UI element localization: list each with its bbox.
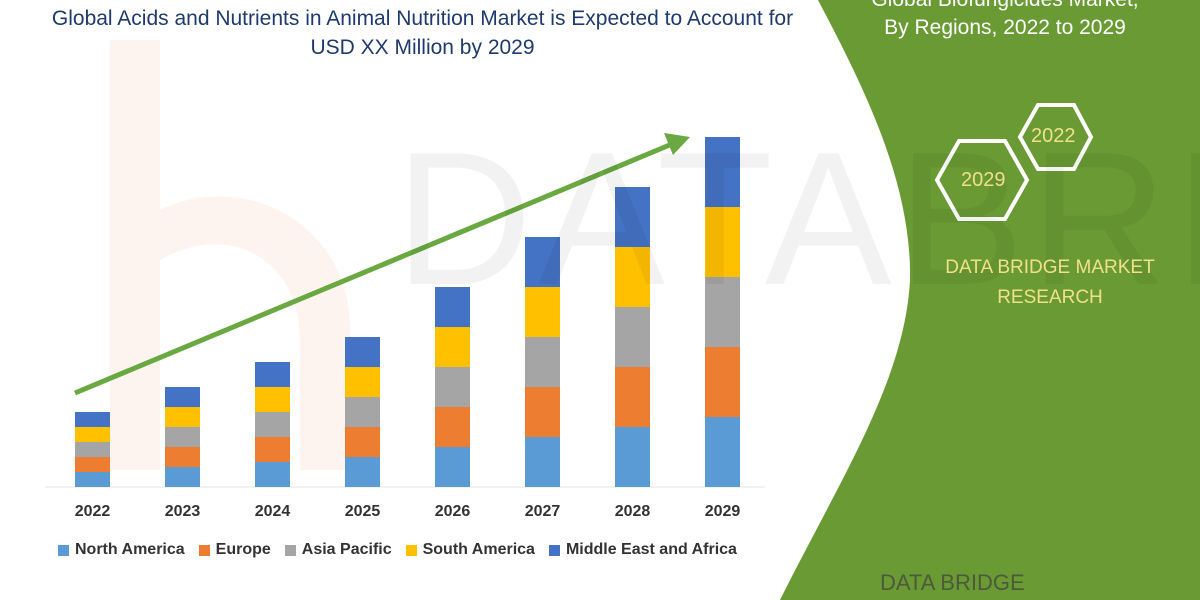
bar-2024-asia-pacific (255, 412, 290, 437)
legend-label: Asia Pacific (301, 541, 392, 558)
bar-2025-europe (345, 427, 380, 457)
bar-2026-asia-pacific (435, 367, 470, 407)
x-tick-label: 2026 (434, 503, 471, 520)
bar-2026-europe (435, 407, 470, 447)
hex-label-2029: 2029 (961, 169, 1006, 191)
footer-logo: DATA BRIDGE (880, 570, 1025, 595)
bar-2025-middle-east-and-africa (345, 337, 380, 367)
bar-2028-south-america (615, 247, 650, 307)
bar-2027-europe (525, 387, 560, 437)
hexagon-2022 (1017, 103, 1094, 171)
x-tick-label: 2022 (74, 503, 111, 520)
bar-2023-asia-pacific (165, 427, 200, 447)
bar-2029-south-america (705, 207, 740, 277)
legend-swatch (548, 544, 560, 556)
bar-2028-middle-east-and-africa (615, 187, 650, 247)
legend-swatch (405, 544, 417, 556)
bar-2028-north-america (615, 427, 650, 487)
bar-2023-middle-east-and-africa (165, 387, 200, 407)
legend-swatch (58, 544, 69, 556)
bar-2023-south-america (165, 407, 200, 427)
bar-2029-asia-pacific (705, 277, 740, 347)
legend-label: Europe (215, 541, 271, 558)
legend-item: South America (405, 541, 535, 559)
legend: North America Europe Asia Pacific South Ame… (58, 541, 737, 559)
side-panel-title: Global Biofungicides Market, By Regions,… (840, 0, 1170, 42)
bar-2027-north-america (525, 437, 560, 487)
legend-label: North America (75, 541, 185, 558)
bar-2024-north-america (255, 462, 290, 487)
bar-2029-middle-east-and-africa (705, 137, 740, 207)
bar-2024-middle-east-and-africa (255, 362, 290, 387)
legend-swatch (198, 544, 210, 556)
legend-item: Middle East and Africa (548, 541, 737, 559)
side-title-line2: By Regions, 2022 to 2029 (884, 16, 1126, 39)
bar-2028-asia-pacific (615, 307, 650, 367)
bar-2024-europe (255, 437, 290, 462)
brand-text: DATA BRIDGE MARKET RESEARCH (920, 253, 1180, 313)
x-tick-label: 2027 (524, 503, 561, 520)
legend-label: Middle East and Africa (565, 541, 737, 558)
bar-2022-middle-east-and-africa (75, 412, 110, 427)
bar-2029-north-america (705, 417, 740, 487)
bar-2028-europe (615, 367, 650, 427)
green-side-panel (780, 0, 1200, 600)
legend-item: Europe (198, 541, 271, 559)
bar-2023-europe (165, 447, 200, 467)
bar-2026-north-america (435, 447, 470, 487)
bar-2025-south-america (345, 367, 380, 397)
bar-2026-middle-east-and-africa (435, 287, 470, 327)
x-tick-label: 2025 (344, 503, 381, 520)
trend-arrow (74, 133, 690, 396)
bar-2023-north-america (165, 467, 200, 487)
bar-2022-asia-pacific (75, 442, 110, 457)
legend-item: North America (58, 541, 185, 559)
legend-item: Asia Pacific (284, 541, 392, 559)
legend-swatch (284, 544, 296, 556)
x-tick-label: 2023 (164, 503, 201, 520)
bar-2029-europe (705, 347, 740, 417)
bar-2027-asia-pacific (525, 337, 560, 387)
bar-2022-south-america (75, 427, 110, 442)
brand-line2: RESEARCH (997, 287, 1103, 308)
logo-watermark (110, 40, 350, 470)
legend-label: South America (422, 541, 535, 558)
bar-2025-asia-pacific (345, 397, 380, 427)
x-tick-label: 2028 (614, 503, 651, 520)
x-tick-label: 2024 (254, 503, 291, 520)
bar-2027-south-america (525, 287, 560, 337)
brand-line1: DATA BRIDGE MARKET (945, 257, 1155, 278)
bar-2022-north-america (75, 472, 110, 487)
bar-2026-south-america (435, 327, 470, 367)
bar-2022-europe (75, 457, 110, 472)
hex-label-2022: 2022 (1031, 125, 1076, 147)
x-tick-label: 2029 (704, 503, 741, 520)
side-title-line1: Global Biofungicides Market, (840, 0, 1170, 14)
hexagon-2029 (934, 139, 1030, 221)
bar-2024-south-america (255, 387, 290, 412)
bar-2025-north-america (345, 457, 380, 487)
chart-title: Global Acids and Nutrients in Animal Nut… (51, 7, 794, 59)
bar-2027-middle-east-and-africa (525, 237, 560, 287)
